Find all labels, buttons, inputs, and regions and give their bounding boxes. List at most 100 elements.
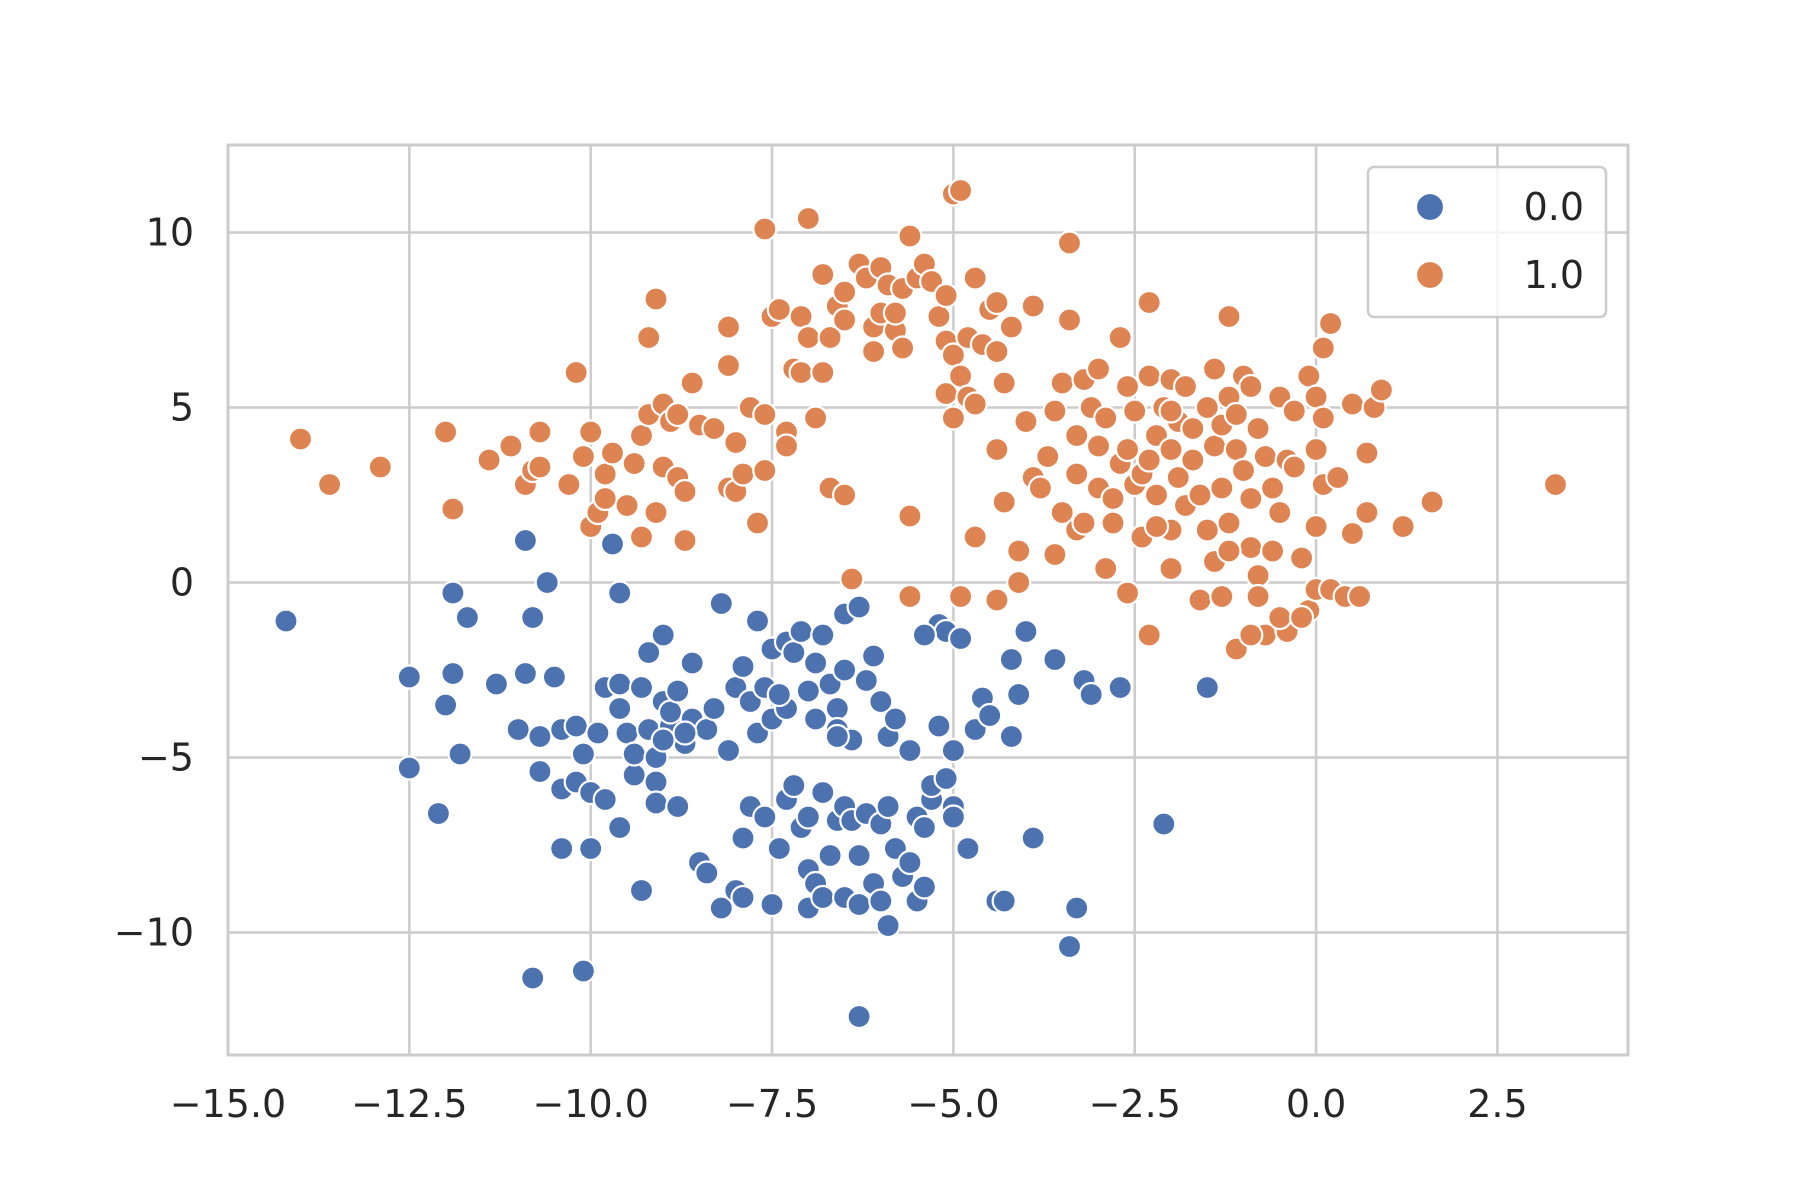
data-point <box>824 695 850 722</box>
data-point <box>1071 510 1097 536</box>
data-point <box>860 338 887 365</box>
data-point <box>1085 433 1112 459</box>
data-point <box>527 419 553 445</box>
data-point <box>940 737 967 764</box>
data-point <box>810 779 836 806</box>
data-point <box>1136 363 1162 389</box>
data-point <box>947 177 974 204</box>
data-point <box>570 443 597 470</box>
data-point <box>498 433 524 459</box>
data-point <box>1056 307 1083 333</box>
data-point <box>1042 541 1068 568</box>
x-tick-label: −7.5 <box>726 1082 818 1126</box>
data-point <box>1230 457 1257 484</box>
data-point <box>933 282 959 309</box>
data-point <box>788 303 814 330</box>
data-point <box>534 569 560 596</box>
data-point <box>802 650 829 676</box>
data-point <box>628 877 655 904</box>
data-point <box>317 471 343 498</box>
data-point <box>440 496 466 522</box>
data-point <box>1223 436 1249 463</box>
data-point <box>483 671 509 697</box>
data-point <box>708 590 734 617</box>
data-point <box>512 660 539 687</box>
data-point <box>1107 674 1133 701</box>
data-point <box>1216 510 1242 536</box>
data-point <box>897 737 923 764</box>
data-point <box>636 324 662 351</box>
x-tick-label: −2.5 <box>1089 1082 1181 1126</box>
data-point <box>1317 310 1344 337</box>
data-point <box>962 524 988 550</box>
legend-marker <box>1414 191 1446 223</box>
data-point <box>592 485 618 512</box>
data-point <box>897 223 923 249</box>
data-point <box>679 650 705 676</box>
data-point <box>607 695 633 722</box>
data-point <box>1158 436 1184 463</box>
data-point <box>1310 335 1336 361</box>
x-tick-label: −10.0 <box>532 1082 648 1126</box>
data-point <box>802 405 829 431</box>
data-point <box>766 681 792 708</box>
data-point <box>665 401 691 428</box>
data-point <box>1187 482 1213 508</box>
data-point <box>1172 373 1199 400</box>
data-point <box>1346 583 1373 610</box>
data-point <box>1056 933 1083 960</box>
data-point <box>998 314 1025 340</box>
data-point <box>694 716 720 743</box>
x-tick-label: −12.5 <box>351 1082 467 1126</box>
data-point <box>853 667 879 694</box>
series-0 <box>273 527 1220 1030</box>
data-point <box>1201 356 1228 382</box>
data-point <box>810 622 836 648</box>
data-point <box>1303 436 1329 463</box>
data-point <box>860 643 887 669</box>
data-point <box>1042 646 1068 673</box>
data-point <box>1303 384 1329 410</box>
data-point <box>991 888 1017 914</box>
data-points <box>273 177 1569 1030</box>
data-point <box>1143 513 1170 540</box>
data-point <box>831 307 858 333</box>
data-point <box>998 723 1025 750</box>
data-point <box>1259 475 1286 501</box>
data-point <box>614 492 640 519</box>
y-tick-label: −10 <box>114 911 194 955</box>
data-point <box>1238 373 1264 400</box>
data-point <box>1259 538 1286 564</box>
data-point <box>1158 398 1184 424</box>
data-point <box>795 205 821 232</box>
data-point <box>1093 555 1119 582</box>
y-tick-label: 5 <box>170 386 194 430</box>
data-point <box>1281 454 1307 480</box>
data-point <box>897 503 923 529</box>
data-point <box>1020 293 1046 319</box>
data-point <box>715 737 742 764</box>
data-point <box>447 741 473 767</box>
data-point <box>636 639 662 666</box>
data-point <box>541 664 568 690</box>
data-point <box>454 604 480 631</box>
data-point <box>868 688 894 715</box>
y-tick-label: 0 <box>170 561 194 605</box>
data-point <box>1180 415 1206 442</box>
data-point <box>752 457 778 484</box>
data-point <box>1194 674 1220 701</box>
data-point <box>512 527 539 554</box>
data-point <box>1114 373 1141 400</box>
data-point <box>672 527 698 554</box>
data-point <box>563 359 589 386</box>
data-point <box>643 286 669 312</box>
data-point <box>1049 499 1075 526</box>
data-point <box>549 835 575 862</box>
data-point <box>1216 538 1242 564</box>
data-point <box>1136 289 1162 316</box>
data-point <box>643 499 669 526</box>
data-point <box>578 835 604 862</box>
data-point <box>831 657 858 683</box>
data-point <box>650 622 676 648</box>
